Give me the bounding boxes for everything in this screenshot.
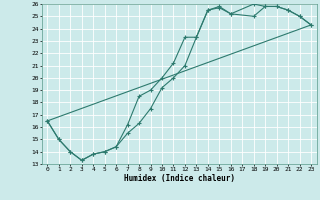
X-axis label: Humidex (Indice chaleur): Humidex (Indice chaleur) [124,174,235,183]
